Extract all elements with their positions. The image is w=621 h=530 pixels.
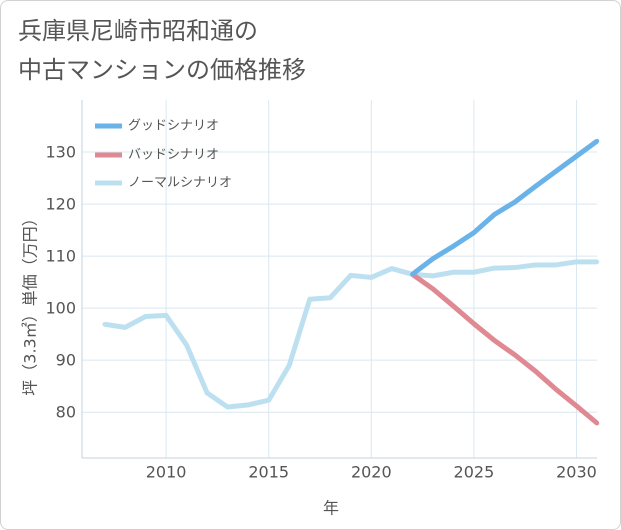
- x-tick-label: 2030: [556, 463, 597, 482]
- data-point-bad: [574, 403, 579, 409]
- chart-title: 兵庫県尼崎市昭和通の 中古マンションの価格推移: [18, 12, 306, 90]
- data-point-normal: [328, 295, 333, 300]
- series-layer: [102, 138, 600, 426]
- data-point-normal: [122, 325, 128, 330]
- data-point-normal: [143, 314, 148, 319]
- data-point-normal: [512, 265, 518, 270]
- legend-item-normal: ノーマルシナリオ: [95, 176, 232, 191]
- data-point-good: [471, 230, 477, 235]
- data-point-normal: [225, 404, 230, 410]
- series-line-normal: [104, 259, 597, 410]
- y-tick-label: 80: [56, 403, 76, 422]
- data-point-normal: [163, 313, 169, 318]
- data-point-bad: [430, 286, 436, 292]
- data-point-bad: [471, 321, 477, 326]
- data-point-good: [512, 199, 518, 205]
- data-point-normal: [348, 273, 353, 278]
- data-point-normal: [307, 297, 312, 302]
- x-tick-label: 2010: [146, 463, 187, 482]
- data-point-normal: [369, 275, 374, 280]
- data-point-good: [451, 244, 456, 249]
- x-tick-label: 2025: [454, 463, 495, 482]
- data-point-normal: [102, 322, 107, 327]
- data-point-normal: [553, 262, 559, 268]
- chart-title-line-2: 中古マンションの価格推移: [18, 56, 306, 84]
- y-tick-label: 90: [56, 351, 76, 370]
- y-tick-label: 130: [45, 143, 76, 162]
- data-point-good: [574, 153, 579, 159]
- series-bad: [410, 272, 600, 426]
- data-point-normal: [204, 390, 210, 396]
- legend-label-bad: バッドシナリオ: [128, 148, 219, 163]
- data-point-normal: [471, 270, 477, 275]
- data-point-bad: [553, 387, 559, 392]
- data-point-good: [533, 184, 538, 189]
- data-point-good: [553, 169, 559, 174]
- data-point-good: [594, 138, 600, 144]
- x-axis-label: 年: [323, 499, 339, 518]
- x-tick-labels: 2010 2015 2020 2025 2030: [146, 463, 597, 482]
- data-point-normal: [492, 265, 497, 271]
- x-tick-label: 2020: [351, 463, 392, 482]
- data-point-normal: [266, 398, 271, 403]
- data-point-normal: [533, 262, 538, 268]
- data-point-good: [492, 212, 497, 217]
- y-tick-label: 100: [45, 299, 76, 318]
- legend-item-bad: バッドシナリオ: [95, 148, 219, 163]
- data-point-good: [430, 256, 436, 261]
- data-point-normal: [451, 270, 456, 275]
- legend-label-good: グッドシナリオ: [128, 119, 219, 134]
- chart-title-line-1: 兵庫県尼崎市昭和通の: [18, 17, 258, 45]
- data-point-normal: [184, 342, 189, 348]
- data-point-normal: [430, 273, 436, 279]
- data-point-normal: [574, 259, 579, 265]
- data-point-good: [410, 272, 415, 277]
- x-tick-label: 2015: [248, 463, 289, 482]
- data-point-bad: [492, 338, 497, 343]
- legend: グッドシナリオ バッドシナリオ ノーマルシナリオ: [95, 119, 232, 191]
- data-point-normal: [245, 402, 251, 408]
- legend-label-normal: ノーマルシナリオ: [128, 176, 232, 191]
- data-point-normal: [594, 259, 600, 265]
- data-point-bad: [451, 303, 456, 309]
- y-axis-label: 坪（3.3㎡）単価（万円）: [21, 210, 40, 395]
- legend-item-good: グッドシナリオ: [95, 119, 219, 134]
- y-tick-labels: 80 90 100 110 120 130: [45, 143, 76, 422]
- y-tick-label: 110: [45, 247, 76, 266]
- series-line-bad: [410, 272, 599, 426]
- data-point-bad: [512, 352, 518, 358]
- y-tick-label: 120: [45, 195, 76, 214]
- series-line-good: [410, 139, 599, 277]
- data-point-bad: [533, 368, 538, 374]
- series-good: [410, 138, 600, 277]
- data-point-normal: [287, 363, 292, 368]
- data-point-normal: [389, 266, 395, 271]
- data-point-bad: [594, 420, 600, 426]
- series-normal: [102, 259, 600, 410]
